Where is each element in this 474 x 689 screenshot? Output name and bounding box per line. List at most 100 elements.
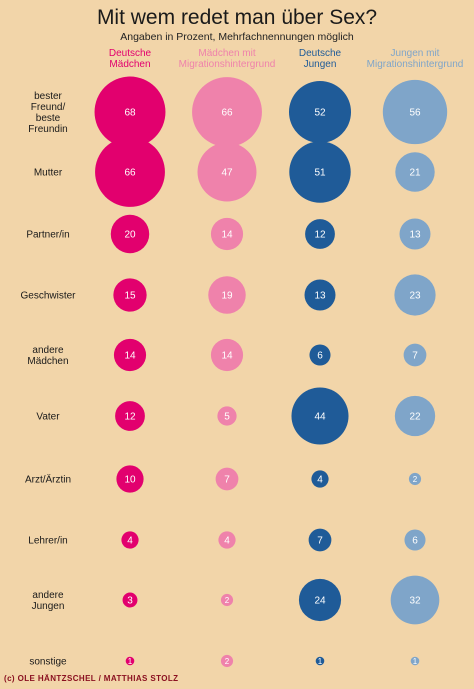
row-label-arzt-rztin: Arzt/Ärztin [25, 474, 71, 486]
row-label-line: beste [36, 113, 61, 124]
bubble-jungen-mit-migrationshintergrund-geschwister [394, 274, 436, 316]
column-header-line: Mädchen mit [198, 48, 256, 59]
bubble-m-dchen-mit-migrationshintergrund-andere-m-dchen [210, 338, 244, 372]
row-label-line: Freundin [28, 124, 67, 135]
column-header-jungen-migration: Jungen mit Migrationshintergrund [355, 48, 474, 70]
bubble-deutsche-m-dchen-arzt-rztin [116, 465, 144, 493]
credit-text: (c) OLE HÄNTZSCHEL / MATTHIAS STOLZ [4, 674, 179, 683]
row-label-line: Jungen [32, 601, 65, 612]
chart-subtitle: Angaben in Prozent, Mehrfachnennungen mö… [120, 31, 354, 43]
bubble-value-label: 10 [124, 475, 136, 486]
bubble-value-label: 2 [413, 475, 418, 484]
bubble-value-label: 1 [318, 657, 323, 666]
bubble-m-dchen-mit-migrationshintergrund-sonstige [220, 654, 234, 668]
bubble-value-label: 6 [412, 536, 418, 547]
row-label-bester-freund-beste-freundin: bester Freund/beste Freundin [28, 91, 67, 135]
bubble-value-label: 12 [314, 230, 326, 241]
bubble-deutsche-jungen-andere-jungen [298, 578, 342, 622]
bubble-value-label: 4 [317, 475, 323, 486]
bubble-jungen-mit-migrationshintergrund-vater [394, 395, 436, 437]
row-label-line: sonstige [29, 657, 67, 668]
bubble-deutsche-jungen-arzt-rztin [311, 470, 329, 488]
bubble-value-label: 2 [225, 596, 230, 605]
bubble-value-label: 12 [124, 412, 136, 423]
column-header-maedchen-migration: Mädchen mit Migrationshintergrund [167, 48, 287, 70]
bubble-deutsche-m-dchen-andere-jungen [122, 592, 138, 608]
row-label-line: Lehrer/in [28, 536, 67, 547]
row-label-line: andere [32, 345, 64, 356]
bubble-value-label: 24 [314, 596, 326, 607]
bubble-jungen-mit-migrationshintergrund-lehrer-in [404, 529, 426, 551]
row-label-line: Freund/ [31, 102, 66, 113]
bubble-deutsche-m-dchen-sonstige [125, 656, 135, 666]
row-label-line: Vater [36, 412, 60, 423]
row-label-andere-m-dchen: andere Mädchen [27, 345, 68, 367]
row-label-line: andere [32, 590, 64, 601]
column-header-line: Mädchen [109, 59, 151, 70]
bubble-value-label: 66 [124, 168, 136, 179]
bubble-deutsche-m-dchen-lehrer-in [121, 531, 139, 549]
bubble-m-dchen-mit-migrationshintergrund-andere-jungen [220, 593, 234, 607]
bubble-m-dchen-mit-migrationshintergrund-geschwister [208, 276, 246, 314]
bubble-value-label: 4 [224, 536, 230, 547]
column-header-line: Jungen mit [390, 48, 440, 59]
column-header-deutsche-maedchen: Deutsche Mädchen [70, 48, 190, 70]
bubble-value-label: 68 [124, 108, 136, 119]
bubble-value-label: 32 [409, 596, 421, 607]
row-label-geschwister: Geschwister [20, 291, 76, 302]
column-header-line: Deutsche [108, 48, 152, 59]
bubble-deutsche-jungen-partner-in [305, 219, 335, 249]
bubble-deutsche-jungen-lehrer-in [308, 528, 332, 552]
bubble-value-label: 20 [124, 230, 136, 241]
bubble-value-label: 14 [124, 351, 136, 362]
bubble-value-label: 13 [314, 291, 326, 302]
row-label-vater: Vater [36, 412, 60, 423]
bubble-jungen-mit-migrationshintergrund-andere-jungen [390, 575, 440, 625]
row-label-partner-in: Partner/in [26, 230, 69, 241]
bubble-value-label: 52 [314, 108, 326, 119]
bubble-m-dchen-mit-migrationshintergrund-lehrer-in [218, 531, 236, 549]
column-header-line: Migrationshintergrund [366, 59, 464, 70]
bubble-value-label: 51 [314, 168, 326, 179]
column-header-line: Deutsche [298, 48, 342, 59]
row-label-lehrer-in: Lehrer/in [28, 536, 67, 547]
bubble-jungen-mit-migrationshintergrund-sonstige [410, 656, 420, 666]
bubble-value-label: 7 [317, 536, 323, 547]
bubble-value-label: 6 [317, 351, 323, 362]
bubble-deutsche-jungen-sonstige [315, 656, 325, 666]
row-label-sonstige: sonstige [29, 657, 67, 668]
row-label-line: bester [34, 91, 62, 102]
bubble-value-label: 3 [127, 596, 133, 607]
bubble-value-label: 1 [413, 657, 418, 666]
bubble-value-label: 56 [409, 108, 421, 119]
bubble-value-label: 5 [224, 412, 230, 423]
chart-title: Mit wem redet man über Sex? [96, 6, 378, 29]
bubble-m-dchen-mit-migrationshintergrund-partner-in [210, 217, 244, 251]
bubble-deutsche-jungen-geschwister [304, 279, 336, 311]
row-label-line: Geschwister [20, 291, 76, 302]
bubble-deutsche-m-dchen-mutter [95, 137, 165, 207]
bubble-jungen-mit-migrationshintergrund-arzt-rztin [408, 472, 422, 486]
bubble-deutsche-m-dchen-bester-freund-beste-freundin [94, 76, 166, 148]
bubble-value-label: 1 [128, 657, 133, 666]
bubble-value-label: 66 [221, 108, 233, 119]
bubble-jungen-mit-migrationshintergrund-andere-m-dchen [403, 343, 427, 367]
bubble-value-label: 14 [221, 351, 233, 362]
bubble-value-label: 14 [221, 230, 233, 241]
bubble-value-label: 15 [124, 291, 136, 302]
bubble-value-label: 44 [314, 412, 326, 423]
bubble-jungen-mit-migrationshintergrund-mutter [395, 152, 435, 192]
bubble-value-label: 2 [225, 657, 230, 666]
column-header-line: Migrationshintergrund [178, 59, 276, 70]
bubble-m-dchen-mit-migrationshintergrund-arzt-rztin [215, 467, 239, 491]
bubble-deutsche-jungen-bester-freund-beste-freundin [288, 80, 352, 144]
row-label-line: Mutter [34, 168, 63, 179]
row-label-andere-jungen: andere Jungen [32, 590, 65, 612]
bubble-deutsche-m-dchen-vater [115, 401, 145, 431]
row-label-line: Arzt/Ärztin [25, 474, 71, 486]
bubble-deutsche-m-dchen-andere-m-dchen [113, 338, 147, 372]
bubble-value-label: 19 [221, 291, 233, 302]
bubble-deutsche-m-dchen-partner-in [110, 214, 150, 254]
bubble-value-label: 47 [221, 168, 233, 179]
